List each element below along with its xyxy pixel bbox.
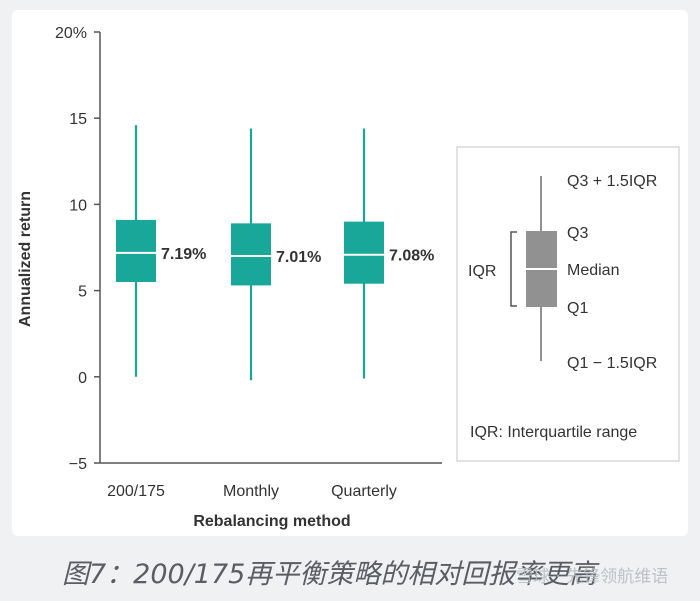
- y-tick-label: 10: [69, 197, 87, 214]
- median-data-label: 7.08%: [389, 248, 434, 265]
- y-tick-label: 15: [69, 111, 87, 128]
- watermark: 雪球 · 先锋领航维语: [516, 567, 669, 587]
- x-ticks: 200/175 Monthly Quarterly: [107, 483, 397, 500]
- x-axis-label: Rebalancing method: [193, 513, 350, 530]
- legend-frame: [456, 146, 680, 462]
- legend-note: IQR: Interquartile range: [470, 424, 637, 441]
- legend-lower-whisker-label: Q1 − 1.5IQR: [567, 355, 657, 372]
- box-iqr: [231, 223, 271, 286]
- chart-card: −5 0 5 10 15 20% 7.19% 7.01% 7.08% 200/175 Month…: [12, 10, 688, 536]
- box-plot-chart: −5 0 5 10 15 20% 7.19% 7.01% 7.08% 200/175 Month…: [17, 25, 680, 530]
- box-iqr: [116, 219, 156, 282]
- axes: [99, 32, 442, 464]
- legend-iqr-label: IQR: [468, 263, 496, 280]
- legend: IQR Q3 + 1.5IQR Q3 Median Q1 Q1 − 1.5IQR…: [456, 146, 680, 462]
- figure-caption: 图7：200/175再平衡策略的相对回报率更高: [62, 559, 597, 590]
- y-ticks: −5 0 5 10 15 20%: [55, 25, 100, 473]
- y-tick-label: −5: [69, 456, 87, 473]
- y-tick-label: 5: [78, 284, 87, 301]
- x-tick-label: 200/175: [107, 483, 165, 500]
- legend-median-label: Median: [567, 262, 619, 279]
- y-tick-label: 0: [78, 370, 87, 387]
- median-data-label: 7.19%: [161, 246, 206, 263]
- x-tick-label: Monthly: [223, 483, 279, 500]
- y-axis-label: Annualized return: [17, 191, 34, 327]
- x-tick-label: Quarterly: [331, 483, 397, 500]
- legend-iqr-bracket: [510, 231, 517, 307]
- box-iqr: [344, 221, 384, 284]
- legend-q1-label: Q1: [567, 300, 588, 317]
- median-data-label: 7.01%: [276, 249, 321, 266]
- legend-upper-whisker-label: Q3 + 1.5IQR: [567, 173, 657, 190]
- legend-q3-label: Q3: [567, 225, 588, 242]
- boxes: 7.19% 7.01% 7.08%: [116, 125, 434, 381]
- y-tick-label: 20%: [55, 25, 87, 42]
